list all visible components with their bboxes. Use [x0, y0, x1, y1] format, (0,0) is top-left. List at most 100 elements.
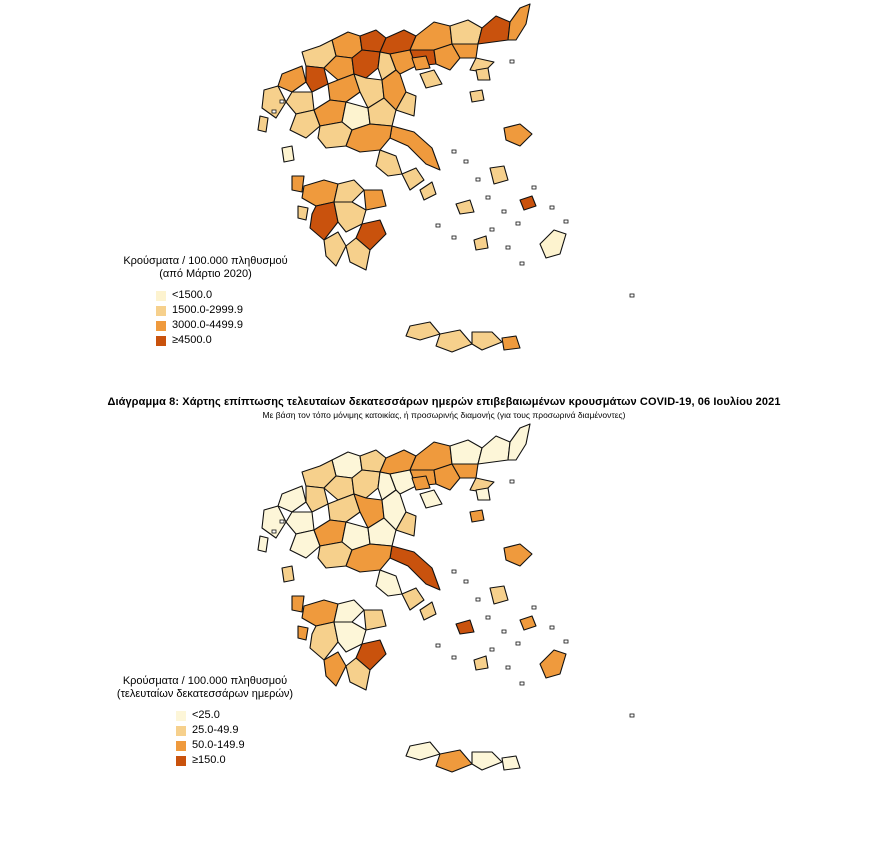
top-map-region-25 — [395, 91, 417, 117]
bottom-legend-item: <25.0 — [176, 709, 300, 722]
top-map-islet-11 — [505, 245, 511, 250]
top-map-islet-9 — [563, 219, 569, 224]
top-legend-item: <1500.0 — [156, 289, 293, 302]
bottom-map-region-40 — [355, 639, 387, 671]
bottom-legend-swatch-1 — [176, 710, 186, 721]
top-map-region-54 — [473, 235, 489, 251]
bottom-legend-item: ≥150.0 — [176, 754, 300, 767]
bottom-map-region-52 — [489, 585, 509, 605]
top-map-region-44 — [257, 115, 269, 133]
top-map-islet-13 — [451, 235, 457, 240]
bottom-map-islet-5 — [501, 629, 507, 634]
top-map-islet-15 — [629, 293, 635, 298]
top-legend-label-2: 1500.0-2999.9 — [172, 304, 243, 316]
bottom-map-region-21 — [261, 505, 287, 539]
bottom-map-region-6 — [477, 435, 511, 465]
top-map-islet-8 — [549, 205, 555, 210]
top-map-region-42 — [345, 237, 371, 271]
top-legend-item: 1500.0-2999.9 — [156, 304, 293, 317]
top-map-region-40 — [355, 219, 387, 251]
bottom-map-region-17 — [419, 489, 443, 509]
bottom-map-region-48 — [411, 475, 431, 491]
top-map-region-49 — [475, 67, 491, 81]
bottom-map-region-60 — [501, 755, 521, 771]
top-map — [220, 0, 670, 370]
bottom-map-region-18 — [277, 485, 307, 513]
bottom-map-region-26 — [289, 529, 321, 559]
bottom-legend-title-line1: Κρούσματα / 100.000 πληθυσμού — [122, 675, 288, 687]
bottom-legend: Κρούσματα / 100.000 πληθυσμού (τελευταίω… — [110, 675, 300, 769]
bottom-map-region-51 — [503, 543, 533, 567]
figure-title: Διάγραμμα 8: Χάρτης επίπτωσης τελευταίων… — [107, 396, 781, 408]
bottom-map-region-42 — [345, 657, 371, 691]
top-map-region-50 — [469, 89, 485, 103]
bottom-map-region-19 — [305, 485, 329, 513]
top-legend-label-4: ≥4500.0 — [172, 334, 212, 346]
bottom-map-islet-10 — [489, 647, 495, 652]
top-map-region-26 — [289, 109, 321, 139]
bottom-map-islet-8 — [549, 625, 555, 630]
top-map-region-52 — [489, 165, 509, 185]
bottom-map-region-31 — [389, 545, 441, 591]
bottom-map-islet-4 — [485, 615, 491, 620]
top-map-islet-12 — [519, 261, 525, 266]
top-map-region-53 — [455, 199, 475, 215]
top-map-islet-1 — [451, 149, 457, 154]
top-map-region-19 — [305, 65, 329, 93]
top-map-region-43 — [363, 189, 387, 211]
top-map-region-32 — [345, 123, 393, 153]
bottom-map-region-29 — [367, 517, 397, 547]
bottom-legend-title-line2: (τελευταίων δεκατεσσάρων ημερών) — [116, 688, 294, 700]
bottom-map-region-49 — [475, 487, 491, 501]
top-map-islet-17 — [271, 109, 277, 114]
bottom-legend-label-2: 25.0-49.9 — [192, 724, 239, 736]
top-legend-title: Κρούσματα / 100.000 πληθυσμού (από Μάρτι… — [118, 255, 293, 281]
top-map-islet-18 — [509, 59, 515, 64]
bottom-map-islet-6 — [515, 641, 521, 646]
bottom-map-islet-14 — [435, 643, 441, 648]
top-map-region-7 — [507, 3, 531, 41]
top-map-islet-2 — [463, 159, 469, 164]
bottom-map-region-43 — [363, 609, 387, 631]
bottom-legend-label-3: 50.0-149.9 — [192, 739, 245, 751]
top-legend-swatch-3 — [156, 320, 166, 331]
bottom-map-region-32 — [345, 543, 393, 573]
top-legend-label-1: <1500.0 — [172, 289, 213, 301]
top-map-islet-16 — [279, 99, 285, 104]
top-map-region-55 — [539, 229, 567, 259]
bottom-legend-item: 50.0-149.9 — [176, 739, 300, 752]
bottom-map-region-12 — [389, 469, 417, 495]
bottom-map-svg — [257, 423, 635, 773]
bottom-map-islet-18 — [509, 479, 515, 484]
bottom-map-region-45 — [281, 565, 295, 583]
top-map-region-12 — [389, 49, 417, 75]
top-map-region-57 — [405, 321, 441, 341]
top-map-region-5 — [449, 19, 483, 45]
top-map-islet-6 — [515, 221, 521, 226]
bottom-map-region-14 — [433, 463, 461, 491]
top-map-svg — [257, 3, 635, 353]
bottom-legend-item: 25.0-49.9 — [176, 724, 300, 737]
bottom-map-region-59 — [471, 751, 503, 771]
bottom-map-islet-13 — [451, 655, 457, 660]
bottom-map-region-50 — [469, 509, 485, 523]
bottom-map-islet-2 — [463, 579, 469, 584]
top-map-region-51 — [503, 123, 533, 147]
top-map-region-29 — [367, 97, 397, 127]
top-legend-item: ≥4500.0 — [156, 334, 293, 347]
bottom-map-islet-11 — [505, 665, 511, 670]
top-map-region-17 — [419, 69, 443, 89]
bottom-map-region-57 — [405, 741, 441, 761]
bottom-map-islet-16 — [279, 519, 285, 524]
top-map-region-35 — [419, 181, 437, 201]
top-legend-title-line2: (από Μάρτιο 2020) — [159, 268, 252, 280]
bottom-map-region-46 — [291, 595, 305, 613]
figure-subtitle: Με βάση τον τόπο μόνιμης κατοικίας, ή πρ… — [262, 410, 626, 420]
bottom-map-islet-1 — [451, 569, 457, 574]
bottom-map-region-25 — [395, 511, 417, 537]
top-map-region-60 — [501, 335, 521, 351]
bottom-map-region-7 — [507, 423, 531, 461]
bottom-map-region-55 — [539, 649, 567, 679]
bottom-map-region-10 — [351, 469, 381, 499]
top-map-region-31 — [389, 125, 441, 171]
